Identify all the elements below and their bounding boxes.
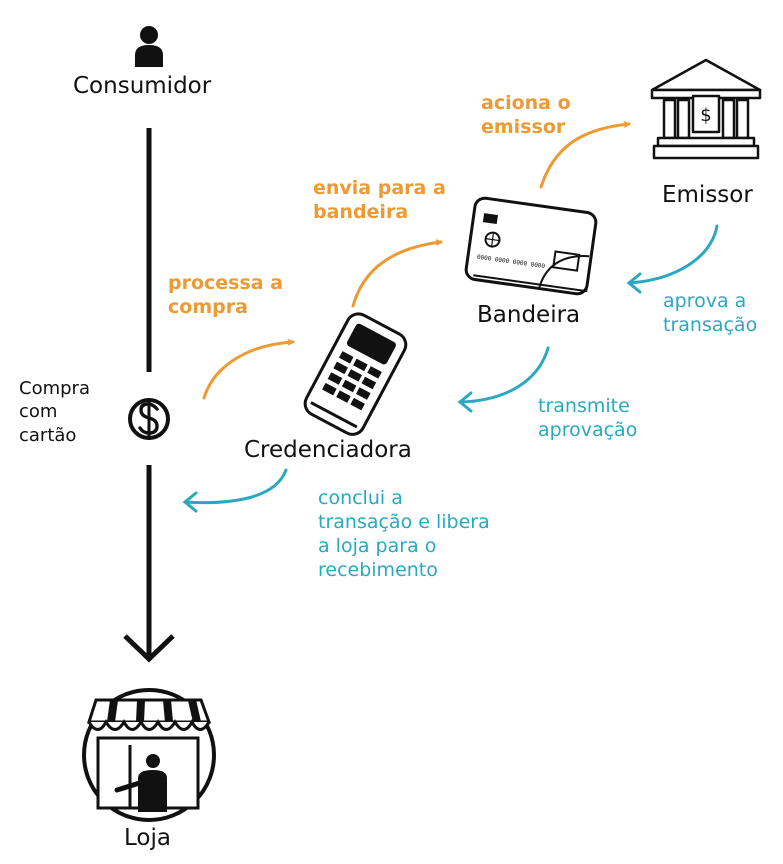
step-conclui: conclui a transação e libera a loja para…: [318, 487, 490, 581]
credit-card-icon: 0000 0000 0000 0000: [464, 196, 598, 296]
step-envia: envia para a bandeira: [313, 177, 446, 223]
request-arrows: [202, 124, 631, 400]
arrow-transmite: [458, 346, 550, 404]
arrow-conclui: [183, 468, 288, 505]
step-aprova: aprova a transação: [663, 290, 758, 336]
svg-text:$: $: [700, 105, 711, 126]
step-transmite: transmite aprovação: [538, 395, 638, 441]
card-machine-icon: [303, 312, 408, 436]
step-aciona: aciona o emissor: [481, 92, 571, 138]
arrow-envia: [351, 242, 443, 308]
bank-icon: $: [650, 58, 762, 160]
side-label-compra: Compra com cartão: [19, 378, 90, 446]
step-processa: processa a compra: [168, 272, 284, 318]
person-icon: [135, 26, 163, 67]
arrow-aciona: [539, 124, 631, 189]
store-icon: [82, 688, 216, 822]
arrow-aprova: [627, 224, 719, 285]
consumer-to-store-line: [123, 128, 175, 663]
response-arrows: [182, 224, 719, 513]
node-loja: Loja: [124, 825, 171, 851]
node-consumidor: Consumidor: [73, 73, 212, 99]
dollar-icon: [128, 398, 170, 440]
node-emissor: Emissor: [662, 182, 753, 208]
node-bandeira: Bandeira: [477, 302, 581, 328]
node-credenciadora: Credenciadora: [244, 437, 412, 463]
arrow-processa: [202, 342, 295, 400]
arrow-down-icon: [123, 634, 175, 663]
